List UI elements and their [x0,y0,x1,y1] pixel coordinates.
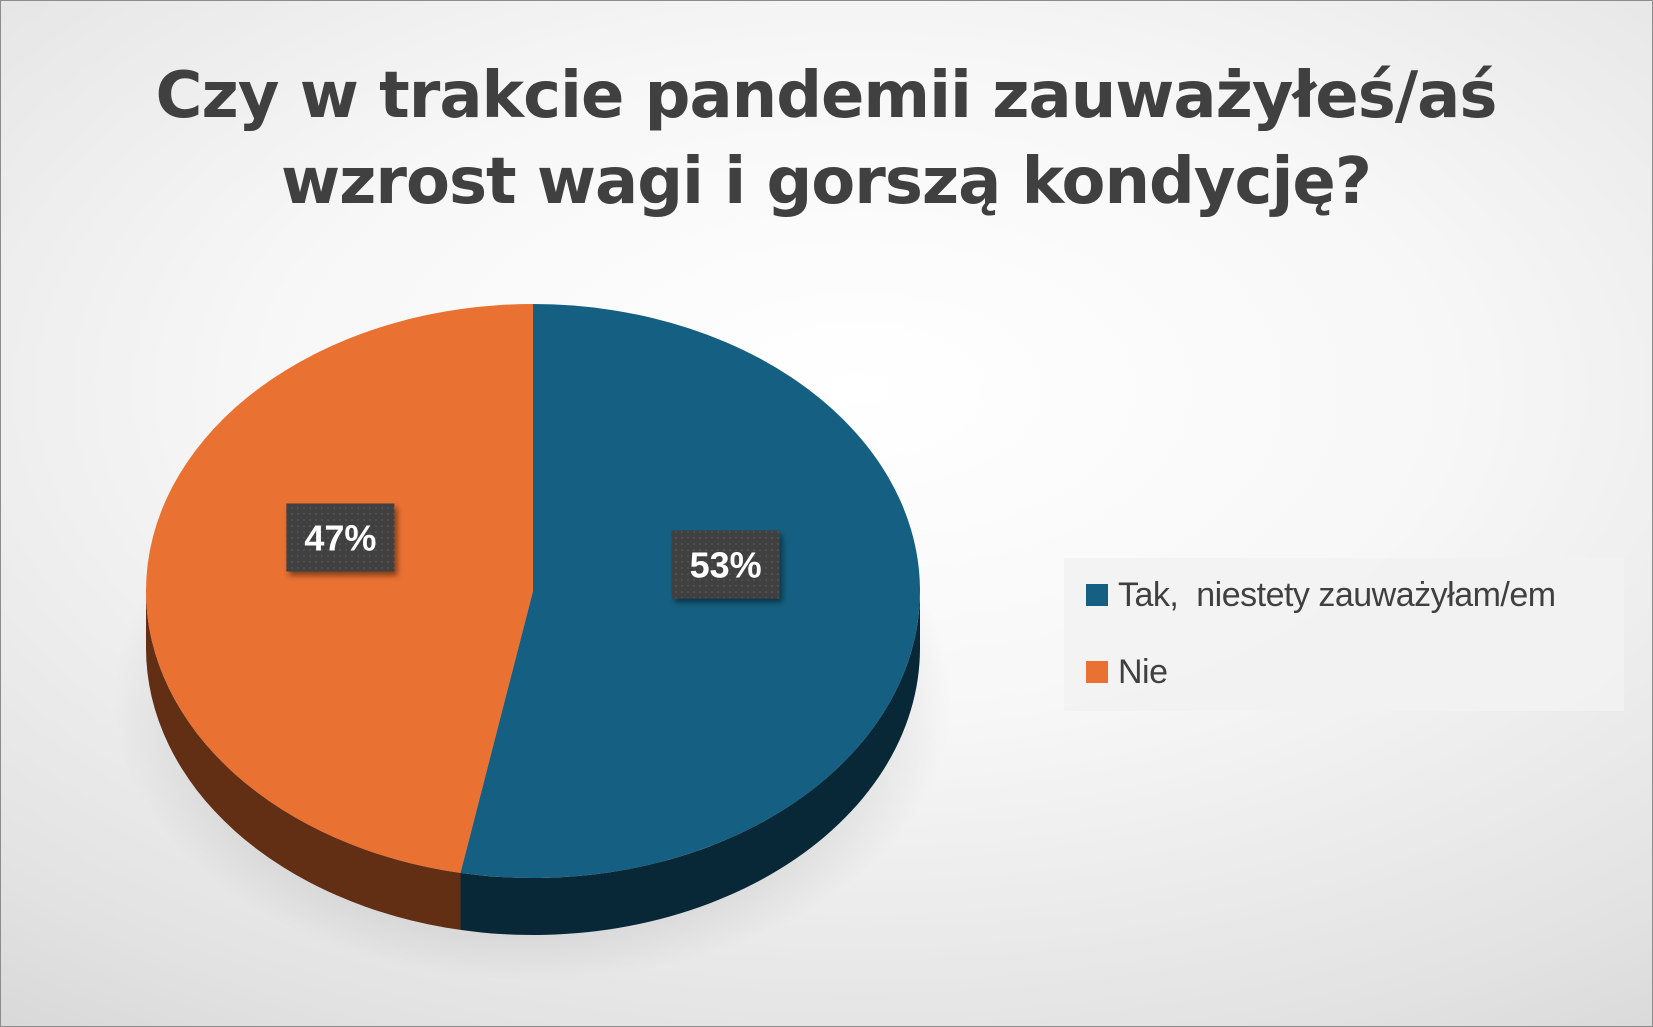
legend: Tak, niestety zauważyłam/em Nie [1064,558,1624,711]
chart-title: Czy w trakcie pandemii zauważyłeś/aś wzr… [101,53,1551,225]
legend-item-nie: Nie [1086,647,1168,697]
data-label-text-tak: 53% [690,545,762,586]
legend-swatch-nie [1086,661,1108,683]
legend-label-nie: Nie [1118,652,1168,691]
data-label-nie: 47% [286,503,395,572]
pie-slice-nie [146,304,533,873]
chart-title-line-1: Czy w trakcie pandemii zauważyłeś/aś [155,59,1498,133]
pie-slice-side-tak [460,591,920,935]
legend-label-tak: Tak, niestety zauważyłam/em [1118,575,1556,614]
legend-item-tak: Tak, niestety zauważyłam/em [1086,570,1556,620]
data-label-box-tak [671,530,780,599]
pie-slice-side-nie [146,591,461,930]
data-label-tak: 53% [671,530,780,599]
legend-swatch-tak [1086,584,1108,606]
data-label-box-nie [286,503,395,572]
chart-title-line-2: wzrost wagi i gorszą kondycję? [281,145,1372,219]
data-label-text-nie: 47% [304,517,376,558]
